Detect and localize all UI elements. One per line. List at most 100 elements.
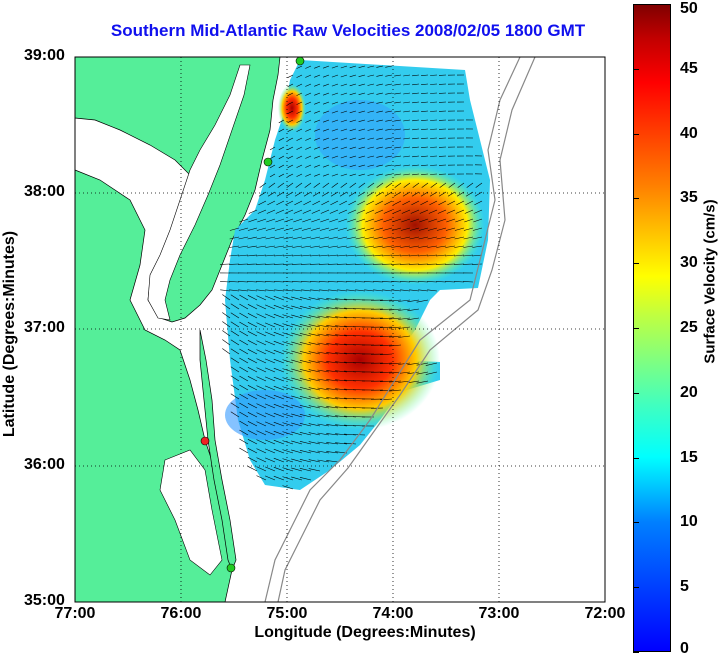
velocity-vector	[256, 430, 267, 436]
velocity-vector	[287, 164, 294, 168]
velocity-vector	[230, 330, 240, 337]
velocity-vector	[385, 182, 393, 188]
velocity-vector	[394, 128, 402, 131]
velocity-vector	[319, 289, 330, 292]
velocity-vector	[269, 173, 276, 178]
velocity-vector	[430, 155, 438, 157]
velocity-vector	[358, 182, 366, 188]
velocity-vector	[278, 173, 285, 178]
velocity-vector	[328, 281, 339, 283]
velocity-vector	[466, 182, 474, 188]
velocity-vector	[344, 325, 357, 328]
velocity-vector	[436, 254, 447, 257]
velocity-vector	[229, 289, 240, 292]
velocity-vector	[346, 289, 357, 292]
velocity-vector	[412, 110, 420, 113]
velocity-vector	[473, 218, 483, 223]
velocity-vector	[308, 297, 321, 301]
velocity-vector	[273, 430, 285, 436]
velocity-vector	[278, 128, 285, 133]
velocity-vector	[256, 313, 267, 319]
velocity-vector	[326, 415, 339, 418]
velocity-vector	[299, 423, 312, 427]
velocity-vector	[407, 299, 420, 303]
velocity-vector	[322, 164, 330, 168]
velocity-vector	[398, 317, 411, 320]
velocity-vector	[364, 281, 375, 283]
velocity-vector	[274, 227, 285, 231]
velocity-vector	[464, 218, 474, 223]
velocity-vector	[349, 65, 357, 69]
velocity-vector	[376, 74, 384, 77]
velocity-vector	[330, 191, 339, 197]
velocity-vector	[472, 236, 483, 240]
velocity-vector	[282, 404, 294, 409]
velocity-vector	[282, 386, 294, 391]
velocity-vector	[403, 155, 411, 158]
velocity-vector	[421, 128, 429, 130]
velocity-vector	[256, 281, 267, 283]
velocity-vector	[340, 65, 348, 69]
velocity-vector	[247, 403, 258, 409]
velocity-vector	[340, 137, 348, 141]
velocity-vector	[412, 92, 420, 95]
velocity-vector	[294, 200, 303, 206]
velocity-vector	[256, 466, 267, 472]
velocity-vector	[376, 101, 384, 104]
velocity-vector	[340, 83, 348, 87]
velocity-vector	[305, 110, 312, 114]
velocity-vector	[412, 155, 420, 158]
velocity-vector	[389, 308, 402, 311]
velocity-vector	[456, 191, 465, 197]
velocity-vector	[247, 227, 258, 231]
velocity-vector	[376, 119, 384, 122]
velocity-vector	[230, 411, 240, 418]
velocity-vector	[273, 448, 285, 454]
velocity-vector	[411, 200, 420, 206]
velocity-vector	[308, 387, 321, 391]
velocity-vector	[328, 254, 339, 257]
velocity-vector	[430, 92, 438, 94]
velocity-vector	[273, 331, 285, 337]
velocity-vector	[393, 200, 402, 206]
low-region-2	[315, 100, 405, 170]
velocity-vector	[305, 137, 312, 141]
velocity-vector	[346, 236, 357, 240]
velocity-vector	[257, 218, 267, 223]
velocity-vector	[322, 182, 330, 188]
velocity-vector	[427, 254, 438, 257]
velocity-vector	[308, 396, 321, 400]
velocity-vector	[247, 236, 258, 240]
velocity-vector	[291, 458, 303, 463]
velocity-vector	[337, 245, 348, 248]
velocity-vector	[384, 200, 393, 206]
velocity-vector	[454, 254, 465, 257]
velocity-vector	[308, 324, 321, 328]
velocity-vector	[282, 422, 294, 427]
velocity-vector	[326, 325, 339, 328]
velocity-vector	[264, 394, 276, 400]
velocity-vector	[326, 442, 339, 445]
velocity-vector	[299, 297, 312, 301]
velocity-vector	[275, 209, 285, 214]
velocity-vector	[346, 227, 357, 231]
velocity-vector	[344, 415, 357, 418]
velocity-vector	[335, 388, 348, 391]
velocity-vector	[229, 281, 240, 283]
velocity-vector	[326, 451, 339, 454]
velocity-vector	[358, 128, 366, 131]
velocity-vector	[247, 295, 258, 301]
velocity-vector	[380, 362, 393, 364]
velocity-vector	[355, 227, 366, 231]
x-tick-label: 75:00	[266, 605, 308, 622]
velocity-vector	[338, 209, 348, 214]
velocity-vector	[401, 209, 411, 214]
velocity-vector	[229, 236, 240, 240]
velocity-vector	[344, 343, 357, 346]
velocity-vector	[385, 65, 393, 68]
velocity-vector	[308, 423, 321, 427]
velocity-vector	[310, 227, 321, 231]
velocity-vector	[344, 397, 357, 400]
velocity-vector	[302, 218, 312, 223]
velocity-vector	[331, 164, 339, 168]
